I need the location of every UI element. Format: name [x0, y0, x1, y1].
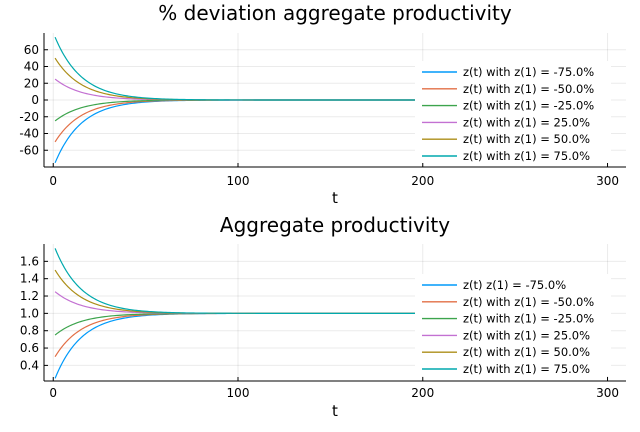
legend-label-3: z(t) with z(1) = -25.0%: [463, 99, 594, 113]
x-tick-label-1: 100: [227, 174, 250, 188]
y-tick-label-4: 20: [24, 76, 39, 90]
y-tick-label-3: 1.0: [20, 306, 39, 320]
legend-label-4: z(t) with z(1) = 25.0%: [463, 328, 590, 342]
x-axis-label: t: [332, 189, 338, 207]
chart-title: % deviation aggregate productivity: [158, 1, 512, 25]
x-tick-label-3: 300: [596, 386, 619, 400]
legend-label-5: z(t) with z(1) = 50.0%: [463, 345, 590, 359]
y-tick-label-6: 1.6: [20, 254, 39, 268]
chart-panel-2: 0 100 200 300 0.4 0.6 0.8 1.0 1.2 1.4 1.6 Aggregate…: [20, 213, 626, 420]
x-tick-label-3: 300: [596, 174, 619, 188]
chart-panel-1: 0 100 200 300 -60 -40 -20 0 20 40 60 % deviation ag…: [19, 1, 626, 207]
y-tick-label-0: 0.4: [20, 358, 39, 372]
x-tick-label-2: 200: [411, 174, 434, 188]
legend: z(t) z(1) = -75.0% z(t) with z(1) = -50.0…: [415, 274, 611, 376]
y-tick-label-6: 60: [24, 43, 39, 57]
x-axis-label: t: [332, 402, 338, 420]
legend-label-2: z(t) with z(1) = -50.0%: [463, 295, 594, 309]
legend-label-6: z(t) with z(1) = 75.0%: [463, 149, 590, 163]
chart-title: Aggregate productivity: [220, 213, 450, 237]
y-tick-label-2: -20: [19, 110, 39, 124]
y-tick-label-5: 1.4: [20, 272, 39, 286]
legend-label-3: z(t) with z(1) = -25.0%: [463, 312, 594, 326]
legend: z(t) with z(1) = -75.0% z(t) with z(1) = …: [415, 61, 611, 163]
y-tick-label-4: 1.2: [20, 289, 39, 303]
x-tick-label-0: 0: [49, 386, 57, 400]
y-tick-label-0: -60: [19, 143, 39, 157]
legend-label-6: z(t) with z(1) = 75.0%: [463, 362, 590, 376]
legend-label-4: z(t) with z(1) = 25.0%: [463, 115, 590, 129]
legend-label-1: z(t) z(1) = -75.0%: [463, 278, 566, 292]
legend-label-2: z(t) with z(1) = -50.0%: [463, 82, 594, 96]
x-tick-label-1: 100: [227, 386, 250, 400]
y-tick-label-5: 40: [24, 60, 39, 74]
legend-label-1: z(t) with z(1) = -75.0%: [463, 65, 594, 79]
legend-label-5: z(t) with z(1) = 50.0%: [463, 132, 590, 146]
y-tick-label-1: -40: [19, 127, 39, 141]
y-tick-label-1: 0.6: [20, 341, 39, 355]
x-tick-label-0: 0: [49, 174, 57, 188]
y-tick-label-3: 0: [31, 93, 39, 107]
y-tick-label-2: 0.8: [20, 324, 39, 338]
x-tick-label-2: 200: [411, 386, 434, 400]
